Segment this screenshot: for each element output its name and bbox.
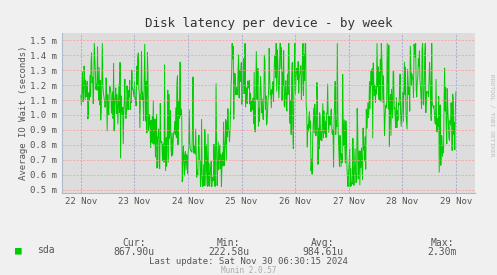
Text: 867.90u: 867.90u [114,248,155,257]
Text: RRDTOOL / TOBI OETIKER: RRDTOOL / TOBI OETIKER [490,74,495,157]
Text: Last update: Sat Nov 30 06:30:15 2024: Last update: Sat Nov 30 06:30:15 2024 [149,257,348,266]
Text: 2.30m: 2.30m [427,248,457,257]
Text: Munin 2.0.57: Munin 2.0.57 [221,266,276,274]
Text: Min:: Min: [217,238,241,248]
Text: 222.58u: 222.58u [208,248,249,257]
Text: 984.61u: 984.61u [303,248,343,257]
Text: Max:: Max: [430,238,454,248]
Text: Avg:: Avg: [311,238,335,248]
Text: ■: ■ [15,245,22,255]
Title: Disk latency per device - by week: Disk latency per device - by week [145,17,392,31]
Y-axis label: Average IO Wait (seconds): Average IO Wait (seconds) [18,46,28,180]
Text: sda: sda [37,245,55,255]
Text: Cur:: Cur: [122,238,146,248]
